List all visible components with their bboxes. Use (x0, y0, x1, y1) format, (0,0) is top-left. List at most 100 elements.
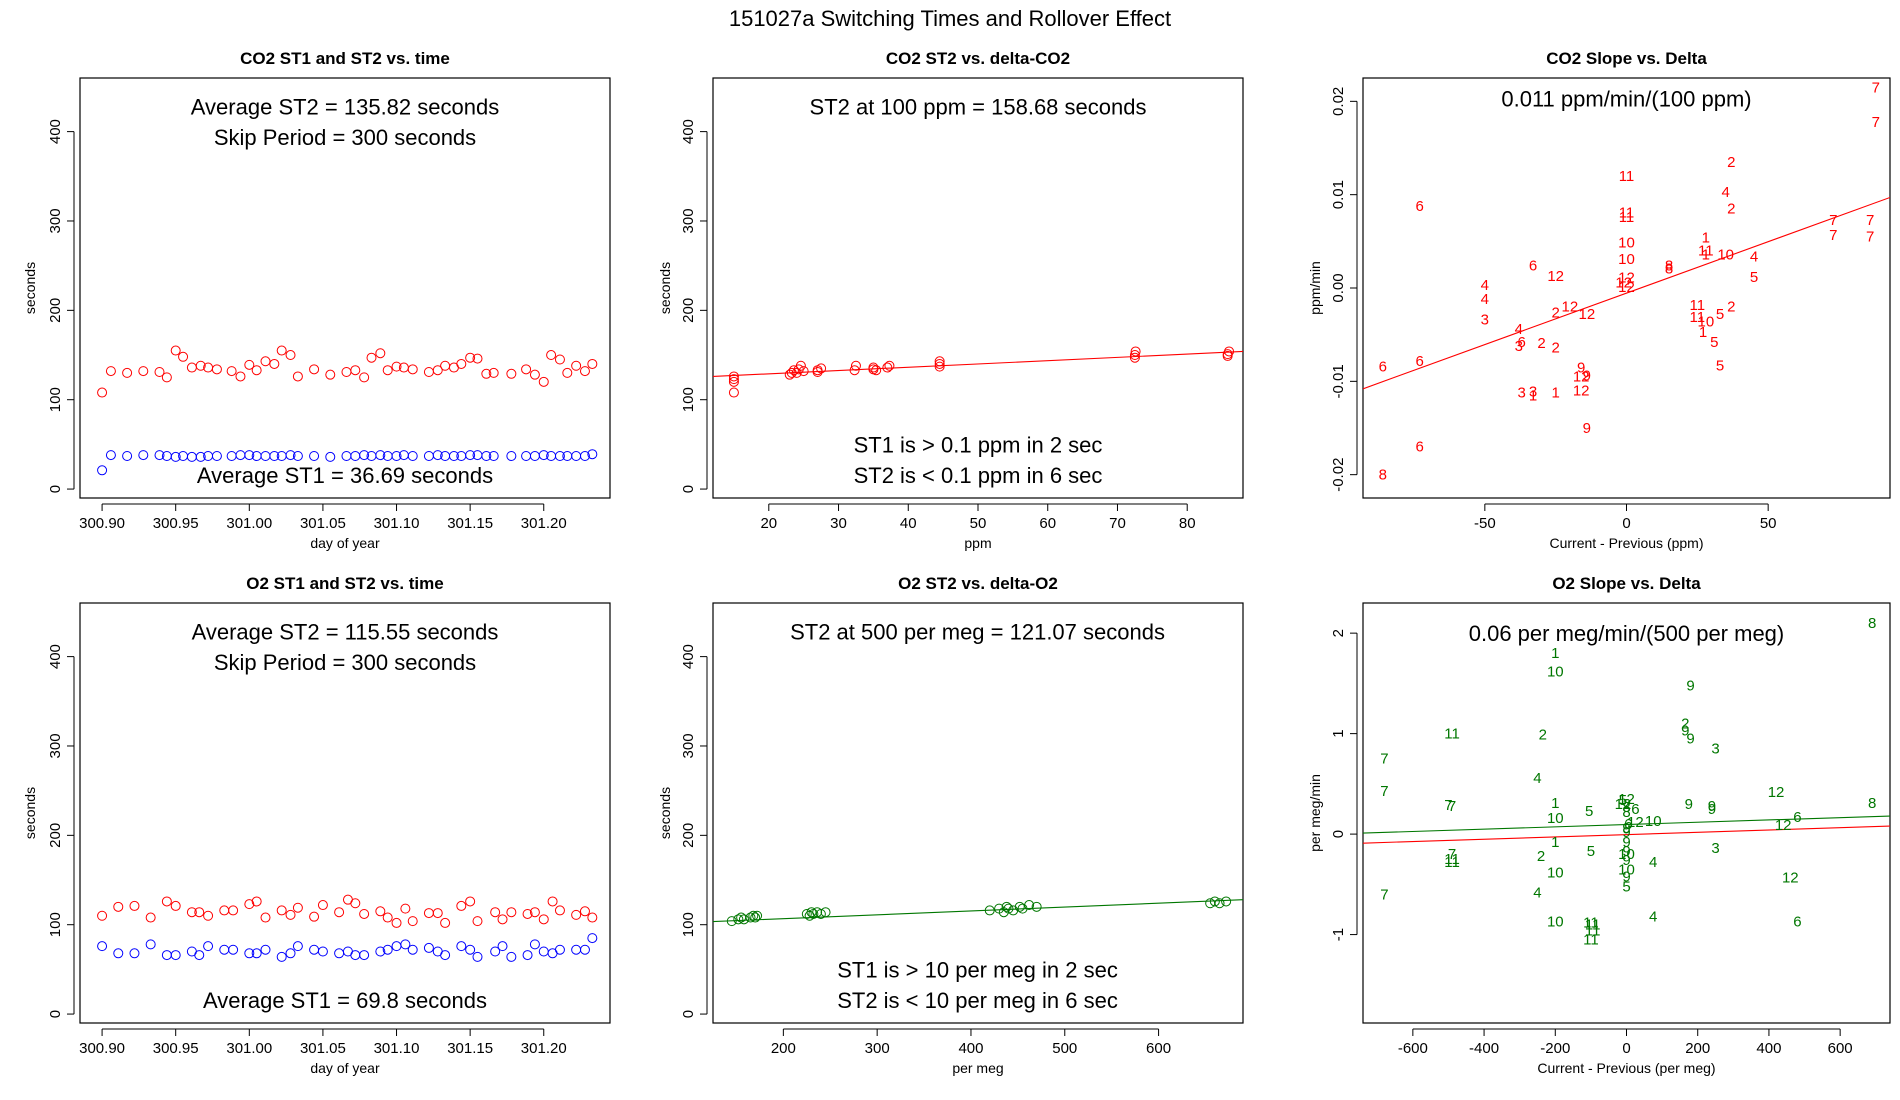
y-tick-label: 0.01 (1330, 180, 1347, 209)
data-point-label: 2 (1551, 304, 1559, 321)
x-tick-label: 0 (1622, 1040, 1630, 1057)
data-point-label: 1 (1702, 246, 1710, 263)
data-point (211, 451, 222, 461)
data-point (529, 907, 540, 918)
data-point-label: 5 (1619, 792, 1627, 809)
fit-line (1363, 825, 1890, 844)
y-tick-label: 300 (47, 733, 64, 758)
data-point (440, 360, 451, 371)
data-point-label: 7 (1448, 846, 1456, 863)
data-point-label: 9 (1622, 843, 1630, 860)
data-point-label: 12 (1782, 869, 1799, 886)
data-point-label: 1 (1551, 834, 1559, 851)
data-point (506, 951, 517, 962)
y-tick-label: 100 (47, 387, 64, 412)
y-tick-label: 300 (47, 208, 64, 233)
data-point-label: 7 (1866, 229, 1874, 246)
y-tick-label: 400 (47, 644, 64, 669)
data-point (292, 902, 303, 913)
data-point-label: 5 (1750, 269, 1758, 286)
data-point-label: 9 (1622, 824, 1630, 841)
data-point (801, 908, 812, 919)
data-point (375, 946, 386, 957)
chart-title: O2 ST1 and ST2 vs. time (246, 574, 443, 593)
data-point (113, 901, 124, 912)
data-point (129, 900, 140, 911)
x-tick-label: 300.95 (153, 1040, 199, 1057)
x-tick-label: 300 (865, 1040, 890, 1057)
y-tick-label: 0 (680, 1010, 697, 1018)
data-point (488, 451, 499, 461)
data-point-label: 10 (1547, 810, 1564, 827)
data-point-label: 11 (1698, 243, 1714, 260)
annotation: ST2 is < 10 per meg in 6 sec (837, 988, 1118, 1013)
data-point-label: 9 (1583, 420, 1591, 437)
data-point-label: 1 (1529, 387, 1537, 404)
chart-title: CO2 ST1 and ST2 vs. time (240, 49, 450, 68)
data-point-label: 8 (1665, 260, 1673, 277)
plot-frame (712, 602, 1244, 1024)
data-point (538, 946, 549, 957)
data-point-label: 8 (1868, 795, 1876, 812)
data-point-label: 7 (1380, 886, 1388, 903)
x-tick-label: -400 (1469, 1040, 1499, 1057)
data-point-label: 10 (1547, 864, 1564, 881)
data-point (529, 451, 540, 461)
data-point (934, 356, 945, 367)
data-point (359, 372, 370, 383)
data-point-label: 11 (1583, 932, 1599, 949)
data-point-label: 11 (1444, 854, 1460, 871)
data-point (105, 366, 116, 377)
x-tick-label: 50 (970, 515, 987, 532)
data-point (292, 941, 303, 952)
data-point-label: 12 (1561, 299, 1578, 316)
x-tick-label: 30 (830, 515, 847, 532)
data-point (375, 906, 386, 917)
y-tick-label: 0.02 (1330, 87, 1347, 116)
data-point-label: 7 (1448, 798, 1456, 815)
data-point-label: 6 (1415, 353, 1423, 370)
data-point (161, 896, 172, 907)
data-point (269, 451, 280, 461)
data-point (359, 908, 370, 919)
data-point (506, 368, 517, 379)
data-point (407, 916, 418, 927)
data-point-label: 10 (1697, 314, 1714, 331)
data-point (745, 912, 756, 923)
data-point-label: 10 (1618, 234, 1635, 251)
data-point (850, 360, 861, 371)
annotation: Skip Period = 300 seconds (214, 650, 476, 675)
data-point-label: 11 (1585, 923, 1601, 940)
data-point (521, 451, 532, 461)
data-point (432, 450, 443, 461)
data-point-label: 11 (1444, 851, 1460, 868)
annotation: ST1 is > 0.1 ppm in 2 sec (854, 432, 1103, 457)
data-point-label: 4 (1649, 854, 1657, 871)
data-point (317, 946, 328, 957)
data-point-label: 11 (1690, 297, 1706, 314)
data-point (423, 451, 434, 461)
data-point-label: 7 (1872, 114, 1880, 131)
data-point (752, 910, 763, 921)
data-point-label: 4 (1750, 248, 1758, 265)
data-point (538, 450, 549, 461)
data-point-label: 1 (1699, 324, 1707, 341)
x-tick-label: 301.00 (226, 515, 272, 532)
data-point (432, 908, 443, 919)
data-point (448, 451, 459, 461)
data-point (97, 465, 108, 476)
panel-o2-slope-vs-delta: O2 Slope vs. Delta-600 -400 -200 0 200 400 600… (1307, 574, 1891, 1076)
x-axis-label: day of year (310, 535, 380, 551)
data-point (538, 376, 549, 387)
data-point (748, 910, 759, 921)
data-point-label: 4 (1533, 884, 1541, 901)
data-point (506, 451, 517, 461)
data-point (145, 939, 156, 950)
data-point-label: 2 (1681, 716, 1689, 733)
data-point (317, 900, 328, 911)
data-point-label: 11 (1583, 915, 1599, 932)
plot-frame (79, 77, 611, 499)
data-point-label: 5 (1710, 334, 1718, 351)
x-tick-label: 40 (900, 515, 917, 532)
